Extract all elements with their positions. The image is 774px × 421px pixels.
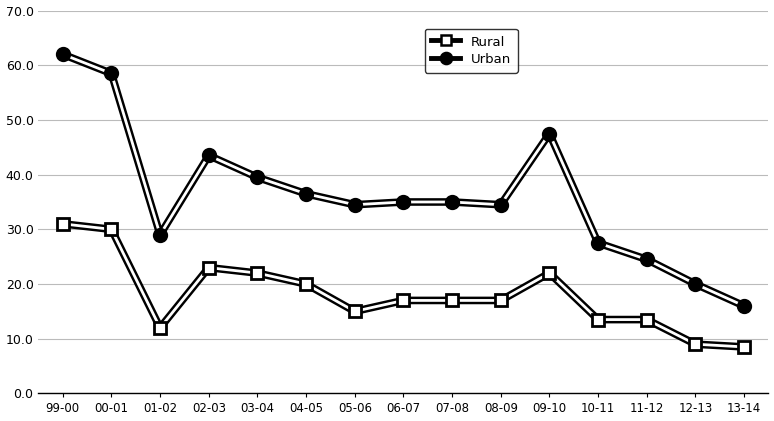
Urban (691, 282, 700, 287)
Rural (447, 298, 457, 303)
Urban (156, 232, 165, 237)
Rural (350, 309, 359, 314)
Urban (107, 71, 116, 76)
Rural (58, 221, 67, 226)
Urban (301, 191, 310, 196)
Urban (350, 202, 359, 207)
Urban (399, 200, 408, 205)
Rural (107, 227, 116, 232)
Legend: Rural, Urban: Rural, Urban (425, 29, 518, 73)
Rural (204, 265, 214, 270)
Urban (204, 153, 214, 158)
Rural (691, 342, 700, 347)
Rural (594, 317, 603, 322)
Rural (399, 298, 408, 303)
Urban (642, 257, 652, 262)
Urban (496, 202, 505, 207)
Urban (739, 304, 748, 309)
Rural (496, 298, 505, 303)
Line: Urban: Urban (57, 48, 750, 312)
Rural (642, 317, 652, 322)
Line: Rural: Rural (57, 218, 750, 352)
Urban (253, 175, 262, 180)
Urban (58, 52, 67, 57)
Urban (447, 200, 457, 205)
Rural (156, 325, 165, 330)
Urban (545, 131, 554, 136)
Rural (253, 271, 262, 276)
Rural (301, 282, 310, 287)
Urban (594, 240, 603, 245)
Rural (739, 344, 748, 349)
Rural (545, 271, 554, 276)
